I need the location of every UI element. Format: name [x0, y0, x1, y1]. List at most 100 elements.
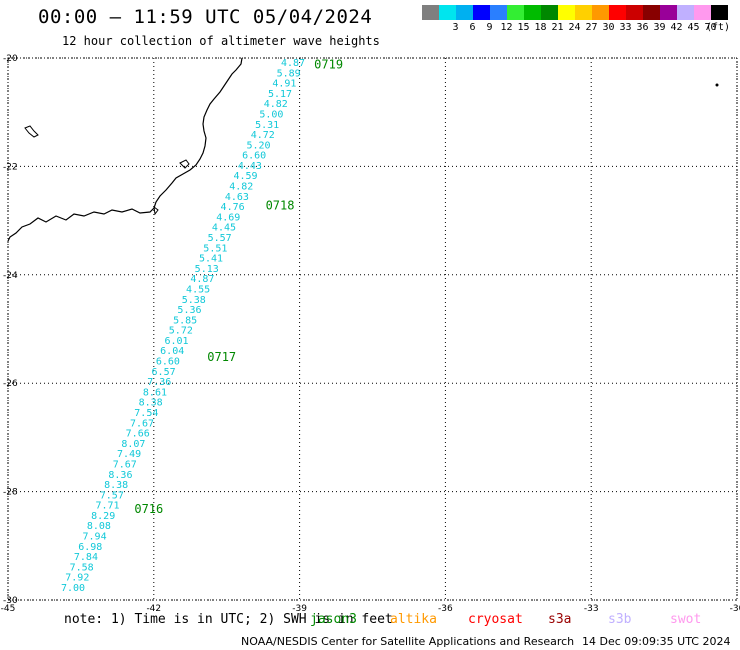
wave-height-label: 5.20	[246, 140, 270, 151]
coastline-path	[7, 57, 243, 242]
legend-swatch	[422, 5, 439, 20]
lat-tick-label: -22	[3, 162, 18, 172]
island-path	[179, 159, 190, 169]
wave-height-label: 4.82	[264, 99, 288, 110]
wave-height-label: 6.98	[78, 542, 102, 553]
wave-height-label: 7.92	[65, 573, 89, 584]
legend-label: 18	[534, 22, 547, 33]
legend-swatch	[643, 5, 660, 20]
legend-swatch	[694, 5, 711, 20]
pass-time-label: 0719	[314, 57, 343, 71]
map-subtitle: 12 hour collection of altimeter wave hei…	[62, 34, 380, 48]
wave-height-label: 7.36	[147, 377, 171, 388]
satellite-name: swot	[670, 612, 702, 627]
satellite-name: jason3	[310, 612, 357, 627]
satellite-name: cryosat	[468, 612, 523, 627]
wave-height-label: 7.66	[126, 429, 150, 440]
legend-label: 27	[585, 22, 598, 33]
legend-label: 6	[469, 22, 476, 33]
lat-tick-label: -20	[3, 54, 18, 64]
lon-tick-label: -42	[146, 604, 161, 614]
wave-height-label: 8.61	[143, 387, 167, 398]
legend-label: 42	[670, 22, 683, 33]
legend-swatch	[490, 5, 507, 20]
legend-swatch	[473, 5, 490, 20]
wave-height-label: 4.63	[225, 192, 249, 203]
wave-height-label: 4.55	[186, 284, 210, 295]
wave-height-label: 6.60	[156, 357, 180, 368]
wave-height-label: 5.41	[199, 254, 223, 265]
island-path-2	[24, 125, 39, 138]
legend-unit: (ft)	[706, 22, 731, 33]
legend-swatch	[626, 5, 643, 20]
wave-height-label: 4.76	[221, 202, 245, 213]
wave-height-label: 6.57	[152, 367, 176, 378]
wave-height-label: 5.72	[169, 326, 193, 337]
wave-height-label: 4.72	[251, 130, 275, 141]
legend-label: 9	[486, 22, 493, 33]
wave-height-label: 7.84	[74, 552, 98, 563]
wave-height-label: 4.87	[281, 58, 305, 69]
legend-swatch	[609, 5, 626, 20]
legend-swatch	[524, 5, 541, 20]
wave-height-label: 4.91	[272, 79, 296, 90]
island-dot	[715, 83, 719, 87]
legend-label: 33	[619, 22, 632, 33]
wave-height-label: 7.58	[70, 562, 94, 573]
legend-label: 45	[687, 22, 700, 33]
wave-height-label: 6.01	[164, 336, 188, 347]
map-frame	[7, 57, 738, 601]
lon-tick-label: -45	[1, 604, 16, 614]
wave-height-label: 5.51	[203, 243, 227, 254]
lat-tick-label: -30	[3, 596, 18, 606]
wave-height-label: 5.36	[177, 305, 201, 316]
lat-tick-label: -26	[3, 379, 18, 389]
wave-height-label: 5.13	[195, 264, 219, 275]
legend-label: 21	[551, 22, 564, 33]
legend-label: 12	[500, 22, 513, 33]
wave-height-label: 7.57	[100, 490, 124, 501]
lon-tick-label: -33	[584, 604, 599, 614]
legend-swatch	[507, 5, 524, 20]
wave-height-label: 8.38	[139, 398, 163, 409]
lon-tick-label: -36	[438, 604, 453, 614]
legend-label: 70	[704, 22, 717, 33]
wave-height-label: 4.45	[212, 223, 236, 234]
time-labels: 0719 0718 0717 0716	[134, 57, 343, 515]
legend-label: 24	[568, 22, 581, 33]
wave-height-label: 7.94	[83, 532, 107, 543]
satellite-name: s3b	[608, 612, 632, 627]
legend-label: 30	[602, 22, 615, 33]
footer-note: note: 1) Time is in UTC; 2) SWH is in fe…	[64, 612, 393, 627]
wave-height-label: 7.00	[61, 583, 85, 594]
wave-height-label: 4.69	[216, 212, 240, 223]
wave-height-label: 7.67	[130, 418, 154, 429]
wave-height-label: 8.38	[104, 480, 128, 491]
wave-height-label: 8.29	[91, 511, 115, 522]
lat-tick-label: -24	[3, 271, 18, 281]
wave-height-label: 8.08	[87, 521, 111, 532]
wave-height-track: 4.875.894.915.174.825.005.314.725.206.60…	[61, 58, 305, 594]
wave-height-label: 4.43	[238, 161, 262, 172]
wave-height-label: 4.87	[190, 274, 214, 285]
map-title: 00:00 – 11:59 UTC 05/04/2024	[38, 6, 373, 28]
lat-tick-label: -28	[3, 488, 18, 498]
legend-label: 15	[517, 22, 530, 33]
wave-height-label: 4.82	[229, 182, 253, 193]
coastline	[7, 57, 243, 242]
legend-swatch	[541, 5, 558, 20]
wave-height-label: 5.38	[182, 295, 206, 306]
legend-swatch	[575, 5, 592, 20]
legend-swatch	[677, 5, 694, 20]
legend-swatch	[558, 5, 575, 20]
legend-swatch	[456, 5, 473, 20]
wave-height-label: 7.67	[113, 459, 137, 470]
island-path-3	[153, 205, 159, 216]
wave-height-label: 5.85	[173, 315, 197, 326]
axis-labels: -45 -42 -39 -36 -33 -30 -20 -22 -24 -26 -28 -30	[1, 54, 740, 614]
legend-swatch	[439, 5, 456, 20]
lon-tick-label: -39	[292, 604, 307, 614]
wave-height-label: 7.54	[134, 408, 158, 419]
wave-height-label: 7.71	[95, 501, 119, 512]
